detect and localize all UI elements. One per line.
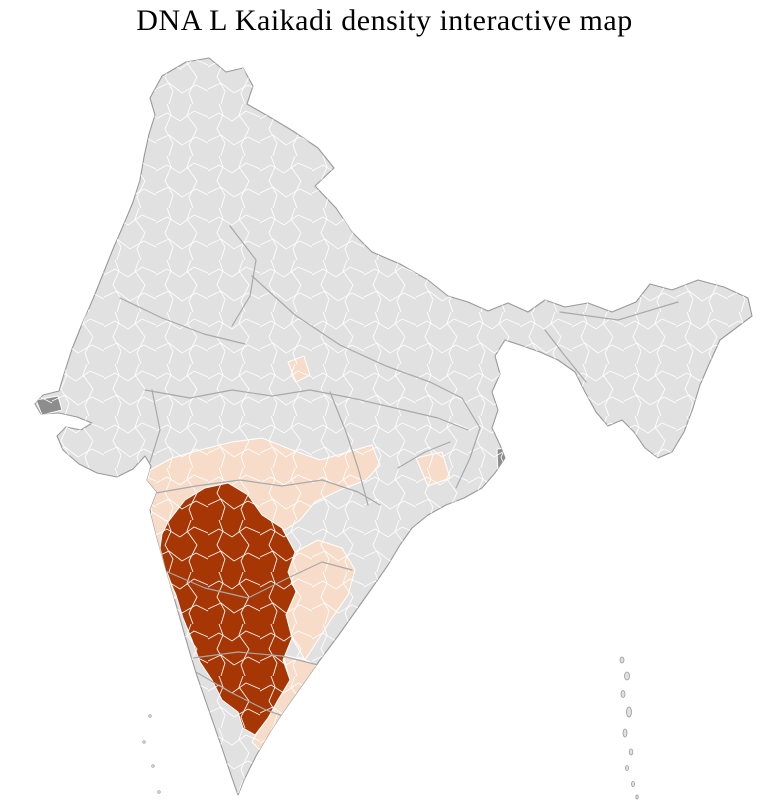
district-boundaries-mesh	[35, 58, 752, 795]
state-borders	[119, 225, 679, 723]
page-title: DNA L Kaikadi density interactive map	[136, 4, 633, 37]
andaman-islands	[619, 656, 639, 800]
lakshadweep-islands	[142, 714, 161, 794]
